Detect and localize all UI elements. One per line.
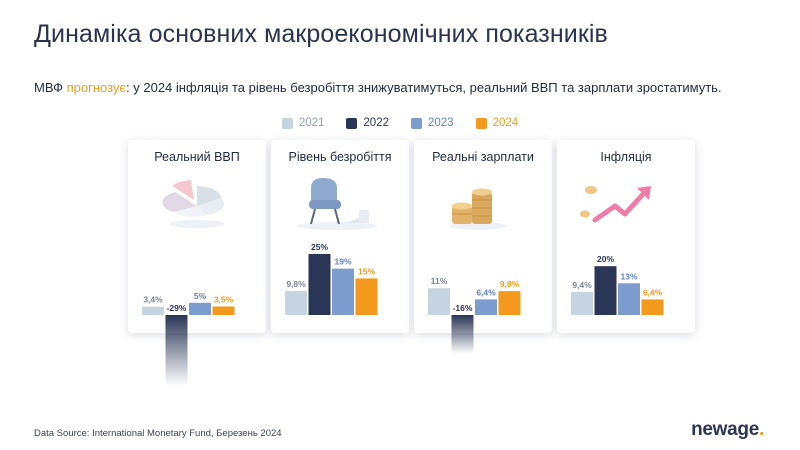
card-title: Реальний ВВП: [154, 150, 240, 164]
data-label-2023: 6,4%: [476, 287, 496, 297]
legend: 2021 2022 2023 2024: [0, 117, 800, 129]
bar-2023: [475, 299, 497, 315]
card-real-wages: Реальні зарплати 11% -16% 6,4% 9,8%: [414, 140, 552, 355]
card-title: Реальні зарплати: [432, 150, 534, 164]
pie-chart-3d-icon: [162, 180, 225, 228]
coin-stacks-icon: [450, 188, 506, 230]
card-title: Інфляція: [600, 150, 652, 164]
data-label-2021: 3,4%: [143, 295, 163, 305]
legend-swatch: [346, 117, 358, 129]
legend-label: 2024: [492, 117, 519, 129]
data-label-2024: 9,8%: [500, 279, 520, 289]
data-label-2021: 11%: [431, 276, 448, 286]
data-label-2022: -29%: [167, 303, 187, 313]
logo-text: newage: [691, 419, 760, 440]
data-label-2022: -16%: [453, 303, 473, 313]
data-source: Data Source: International Monetary Fund…: [34, 428, 282, 439]
legend-label: 2022: [363, 117, 389, 129]
newage-logo: newage.: [691, 419, 764, 441]
chart-real-gdp: 3,4% -29% 5% 3,5%: [142, 291, 235, 386]
chart-real-wages: 11% -16%6,4% 9,8%: [428, 276, 521, 355]
chart-inflation: 9,4% 20% 13% 6,4%: [571, 254, 664, 315]
data-label-2023: 13%: [620, 271, 637, 281]
data-label-2022: 25%: [311, 242, 328, 252]
legend-item-2021: 2021: [281, 117, 325, 129]
chart-unemployment: 9,8% 25% 19% 15%: [285, 242, 378, 315]
legend-swatch: [475, 117, 487, 129]
card-unemployment: Рівень безробіття 9,8% 25% 19% 15%: [271, 140, 409, 333]
data-label-2024: 3,5%: [214, 294, 234, 304]
bar-2022: [451, 315, 474, 355]
subtitle-accent: прогнозує: [66, 80, 127, 95]
bar-2024: [355, 278, 378, 315]
bar-2022: [308, 254, 331, 315]
data-label-2022: 20%: [597, 254, 614, 264]
bar-2024: [498, 291, 521, 315]
data-label-2024: 6,4%: [643, 287, 663, 297]
bar-2024: [641, 299, 664, 315]
legend-item-2024: 2024: [475, 117, 519, 129]
logo-dot: .: [759, 419, 764, 440]
data-label-2021: 9,8%: [286, 279, 306, 289]
legend-item-2023: 2023: [411, 117, 454, 129]
page-title: Динаміка основних макроекономічних показ…: [34, 20, 608, 48]
bar-2022: [594, 266, 617, 315]
card-real-gdp: Реальний ВВП 3,4% -29% 5% 3,5%: [128, 140, 266, 386]
bar-2021: [142, 306, 164, 315]
legend-label: 2023: [428, 117, 454, 129]
bar-2022: [165, 315, 188, 386]
bar-2021: [571, 292, 593, 315]
data-label-2023: 5%: [194, 291, 207, 301]
legend-label: 2021: [298, 117, 325, 129]
bar-2024: [212, 306, 235, 315]
subtitle-rest: : у 2024 інфляція та рівень безробіття з…: [126, 80, 722, 95]
legend-swatch: [281, 117, 293, 129]
card-inflation: Інфляція 9,4% 20% 13% 6,4%: [557, 140, 695, 333]
armchair-icon: [297, 178, 377, 230]
data-label-2024: 15%: [358, 266, 375, 276]
data-label-2021: 9,4%: [572, 280, 592, 290]
bar-2023: [618, 283, 640, 315]
bar-2021: [428, 288, 450, 315]
legend-item-2022: 2022: [346, 117, 389, 129]
subtitle-prefix: МВФ: [34, 80, 67, 95]
bar-2021: [285, 291, 307, 315]
legend-swatch: [411, 117, 422, 129]
subtitle: МВФ прогнозує: у 2024 інфляція та рівень…: [34, 80, 722, 95]
card-title: Рівень безробіття: [288, 150, 392, 164]
bar-2023: [189, 302, 211, 315]
bar-2023: [332, 268, 354, 315]
rising-arrow-icon: [580, 186, 651, 223]
data-label-2023: 19%: [334, 257, 351, 267]
